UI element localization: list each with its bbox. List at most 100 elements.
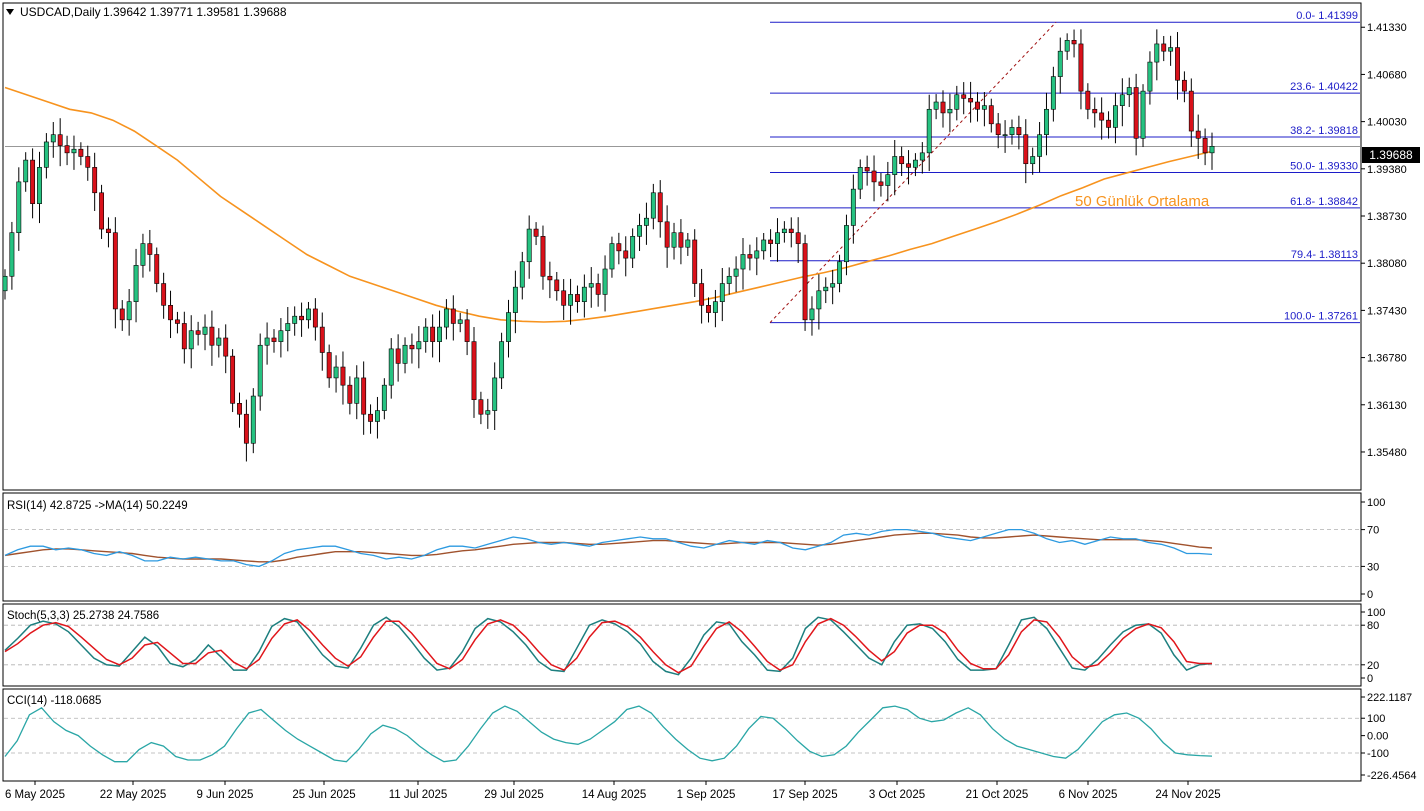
date-tick-label: 9 Jun 2025 [197, 789, 254, 801]
candle-bear [147, 243, 153, 255]
candle-bull [437, 326, 442, 342]
candle-bear [409, 344, 415, 350]
candle-bear [1181, 79, 1187, 92]
price-tick-label: 1.36780 [1367, 353, 1407, 365]
candle-bear [57, 134, 63, 146]
indicator-tick-label: 0.00 [1367, 731, 1388, 743]
candle-bull [781, 228, 787, 234]
candle-bear [1023, 134, 1029, 165]
date-tick-label: 3 Oct 2025 [869, 789, 925, 801]
date-tick-label: 29 Jul 2025 [484, 789, 543, 801]
candle-bear [450, 308, 456, 324]
indicator-tick-label: 222.1187 [1367, 692, 1412, 704]
rsi-layer: 100 70 30 0 [4, 497, 1385, 601]
date-tick-label: 6 Nov 2025 [1059, 789, 1118, 801]
candle-bull [775, 232, 780, 244]
price-tick-label: 1.36130 [1367, 400, 1407, 412]
candle-bull [375, 410, 380, 422]
candle-bull [726, 275, 732, 284]
candle-bear [347, 384, 353, 404]
candle-bear [747, 254, 753, 259]
candle-bull [216, 337, 222, 346]
stoch-label: Stoch(5,3,3) 25.2738 24.7586 [7, 610, 159, 622]
date-tick-label: 24 Nov 2025 [1155, 789, 1220, 801]
candle-bull [50, 134, 56, 143]
candle-bear [968, 98, 974, 103]
candle-bear [85, 156, 91, 168]
candle-bear [395, 348, 401, 364]
candle-bear [1085, 90, 1091, 110]
indicator-tick-label: 0 [1367, 589, 1373, 601]
candle-bull [947, 108, 953, 114]
cci-panel-frame [2, 688, 1362, 782]
candle-bull [264, 337, 270, 346]
candle-bull [981, 105, 987, 110]
candle-bull [823, 286, 829, 292]
indicator-tick-label: 70 [1367, 525, 1379, 537]
candle-bear [1188, 90, 1194, 132]
candle-bull [671, 232, 677, 248]
indicator-tick-label: 100 [1367, 497, 1385, 509]
candle-bull [919, 152, 925, 161]
candle-bear [119, 308, 125, 321]
date-tick-label: 14 Aug 2025 [582, 789, 647, 801]
candle-bear [678, 232, 684, 248]
candle-bull [388, 348, 394, 386]
candle-bull [1064, 40, 1070, 52]
candle-bull [499, 341, 505, 379]
candle-bull [754, 250, 760, 259]
triangle-down-icon[interactable] [6, 9, 14, 15]
candle-bear [312, 308, 318, 328]
symbol-label: USDCAD,Daily [20, 5, 101, 19]
price-tick-label: 1.40680 [1367, 69, 1407, 81]
candle-bear [692, 239, 698, 284]
price-tick-label: 1.38730 [1367, 211, 1407, 223]
indicator-tick-label: 100 [1367, 607, 1385, 619]
candle-bear [1133, 87, 1139, 139]
candle-bull [257, 344, 263, 397]
candle-bull [637, 225, 642, 237]
candle-bull [588, 283, 594, 288]
candle-bear [361, 377, 367, 415]
candle-bull [581, 286, 587, 302]
candle-bull [1009, 127, 1015, 135]
candle-bear [195, 330, 201, 335]
candle-bull [443, 308, 449, 328]
candle-bull [830, 283, 836, 288]
candle-bear [299, 315, 305, 321]
fib-level-label: 61.8- 1.38842 [1290, 196, 1358, 208]
candle-bull [285, 323, 291, 332]
candle-bull [685, 239, 691, 248]
candle-bull [912, 159, 918, 168]
candle-bear [237, 403, 242, 415]
candle-bear [1175, 47, 1180, 81]
cci-label: CCI(14) -118.0685 [7, 695, 101, 707]
candle-bull [526, 228, 532, 263]
candle-bear [1016, 127, 1022, 135]
candle-bull [954, 94, 960, 110]
date-tick-label: 22 May 2025 [100, 789, 167, 801]
last-price-badge [1362, 147, 1420, 163]
candle-bull [140, 243, 146, 266]
indicator-tick-label: 30 [1367, 561, 1379, 573]
candle-bull [9, 232, 15, 277]
candle-bear [471, 341, 477, 400]
fib-level-label: 23.6- 1.40422 [1290, 81, 1358, 93]
candle-bull [1113, 105, 1118, 128]
fib-level-label: 50.0- 1.39330 [1290, 160, 1358, 172]
candle-bear [1099, 112, 1105, 121]
candle-bear [1078, 43, 1084, 92]
candle-bull [71, 148, 77, 154]
candle-bear [106, 228, 111, 234]
candle-bear [864, 167, 870, 172]
candle-bear [78, 148, 84, 157]
candle-bear [1195, 130, 1201, 139]
candle-bull [1037, 134, 1043, 157]
candle-bear [1092, 108, 1098, 114]
candle-bull [844, 225, 849, 263]
ma50-line [4, 86, 1213, 323]
candle-bull [1002, 134, 1008, 136]
candle-bull [43, 141, 49, 168]
